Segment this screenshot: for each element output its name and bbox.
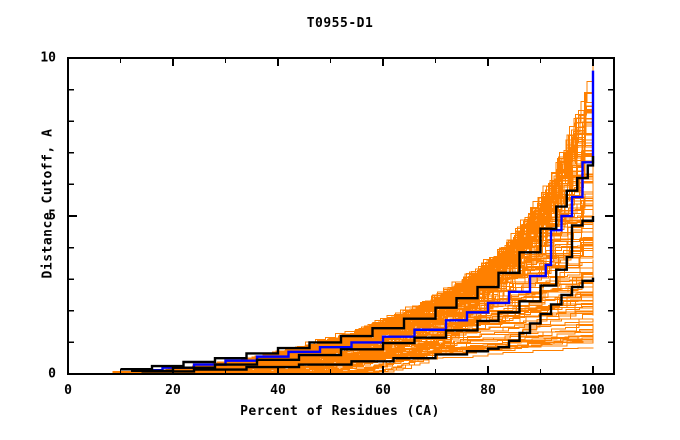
- y-tick-label: 0: [48, 366, 56, 382]
- prediction-curve: [326, 65, 594, 374]
- series-reference-lower: [141, 277, 595, 373]
- x-tick-label: 80: [480, 383, 496, 398]
- x-axis-label: Percent of Residues (CA): [240, 404, 440, 419]
- y-tick-label: 5: [48, 208, 56, 224]
- y-axis-label: Distance Cutoff, A: [40, 128, 56, 279]
- series-reference-upper: [120, 155, 595, 371]
- series-reference-middle: [131, 216, 595, 373]
- reference-curves: [120, 70, 595, 373]
- x-tick-label: 40: [270, 383, 286, 398]
- x-tick-label: 0: [64, 383, 72, 398]
- axis-frame: [67, 57, 615, 375]
- x-tick-label: 60: [375, 383, 391, 398]
- y-tick-label: 10: [40, 50, 56, 66]
- page-title: T0955-D1: [306, 16, 374, 31]
- curves-layer: [112, 65, 595, 374]
- prediction-curve: [304, 75, 594, 374]
- x-tick-label: 100: [581, 383, 605, 398]
- prediction-curve: [300, 88, 594, 373]
- prediction-curves: [112, 65, 594, 374]
- prediction-curve: [235, 146, 594, 372]
- x-tick-label: 20: [165, 383, 181, 398]
- prediction-curve: [313, 84, 594, 374]
